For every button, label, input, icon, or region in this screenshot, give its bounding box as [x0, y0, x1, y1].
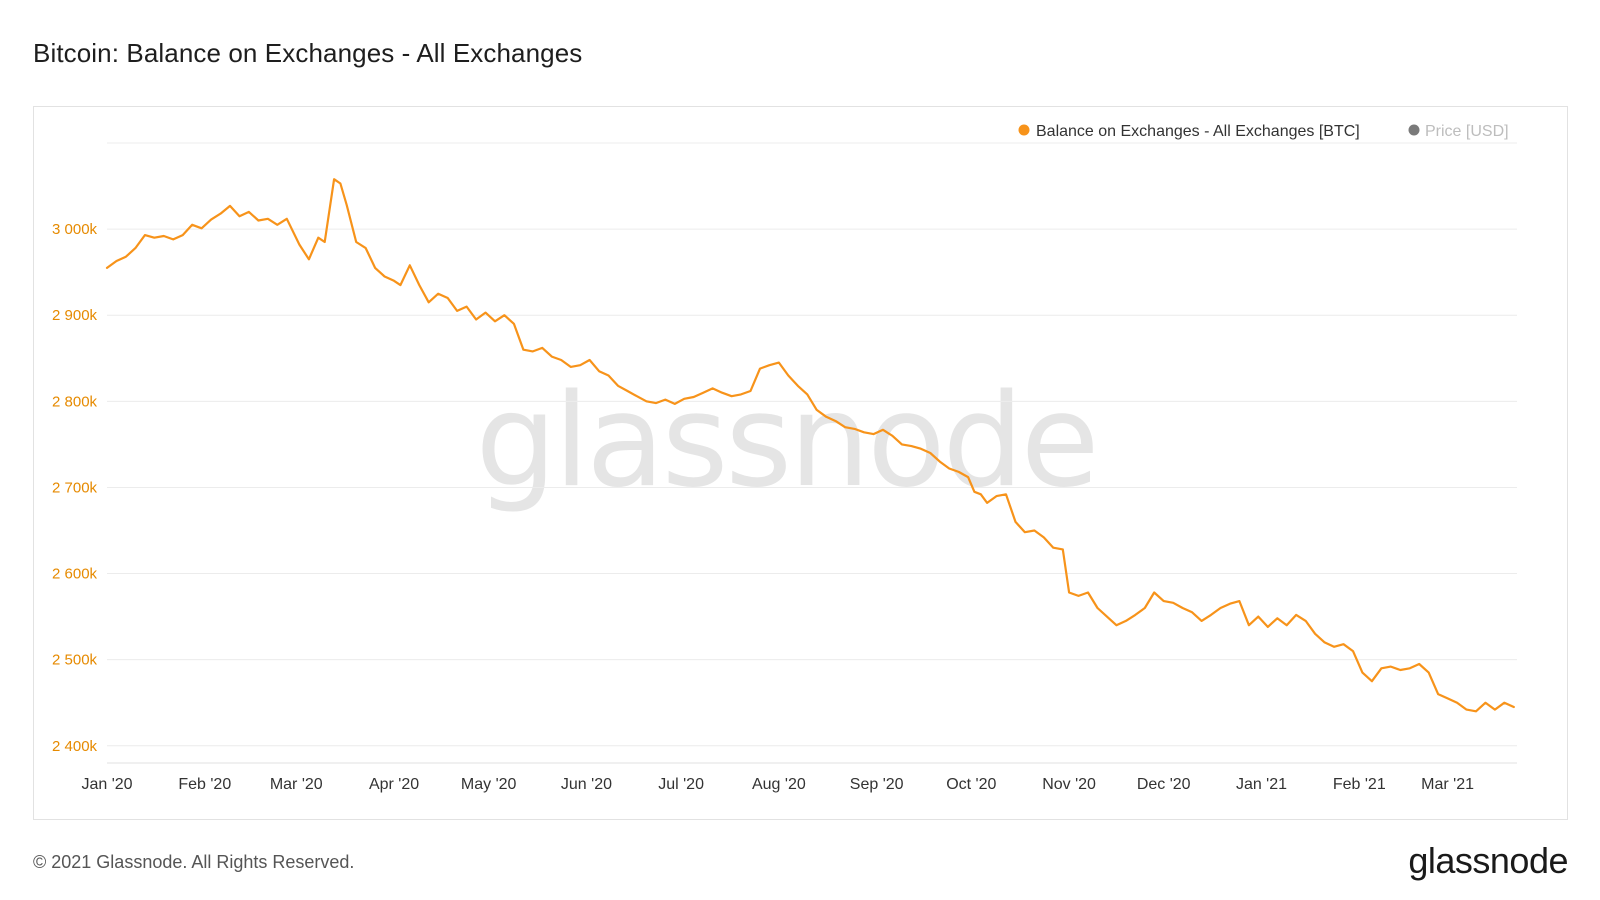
copyright-text: © 2021 Glassnode. All Rights Reserved. [33, 852, 355, 872]
legend-item-price[interactable]: Price [USD] [1408, 123, 1509, 140]
x-tick-label: Feb '21 [1333, 776, 1386, 793]
x-tick-label: Feb '20 [178, 776, 231, 793]
x-tick-label: Sep '20 [850, 776, 904, 793]
legend-item-balance[interactable]: Balance on Exchanges - All Exchanges [BT… [1018, 123, 1360, 140]
chart-container[interactable]: glassnode 2 400k 2 500k 2 600k 2 700k 2 800k… [33, 106, 1568, 820]
x-tick-label: Oct '20 [946, 776, 996, 793]
y-tick-label: 2 600k [52, 566, 98, 583]
x-tick-label: Mar '20 [270, 776, 323, 793]
x-tick-label: Jun '20 [561, 776, 612, 793]
glassnode-logo: glassnode [1408, 840, 1568, 881]
legend-label-price: Price [USD] [1425, 123, 1509, 140]
x-axis: Jan '20 Feb '20 Mar '20 Apr '20 May '20 Jun '… [81, 762, 1517, 793]
y-tick-label: 2 400k [52, 738, 98, 755]
legend-dot-balance [1018, 124, 1030, 136]
x-tick-label: Nov '20 [1042, 776, 1096, 793]
x-tick-label: Jul '20 [658, 776, 704, 793]
series-line-balance[interactable] [105, 178, 1515, 713]
x-tick-label: Jan '21 [1236, 776, 1287, 793]
legend[interactable]: Balance on Exchanges - All Exchanges [BT… [1018, 123, 1509, 140]
legend-label-balance: Balance on Exchanges - All Exchanges [BT… [1036, 123, 1360, 140]
x-tick-label: Aug '20 [752, 776, 806, 793]
line-chart[interactable]: glassnode 2 400k 2 500k 2 600k 2 700k 2 800k… [34, 107, 1567, 819]
x-tick-label: Dec '20 [1137, 776, 1191, 793]
y-tick-label: 2 800k [52, 393, 98, 410]
series-lines [105, 178, 1515, 713]
x-tick-label: Jan '20 [81, 776, 132, 793]
legend-dot-price [1408, 124, 1420, 136]
y-axis: 2 400k 2 500k 2 600k 2 700k 2 800k 2 900k 3 00… [52, 221, 98, 755]
y-tick-label: 2 500k [52, 652, 98, 669]
chart-title: Bitcoin: Balance on Exchanges - All Exch… [33, 38, 583, 68]
x-tick-label: Apr '20 [369, 776, 419, 793]
watermark-text: glassnode [475, 367, 1096, 516]
watermark: glassnode [475, 367, 1099, 516]
y-tick-label: 2 900k [52, 307, 98, 324]
x-tick-label: Mar '21 [1421, 776, 1474, 793]
y-tick-label: 2 700k [52, 479, 98, 496]
x-tick-label: May '20 [461, 776, 517, 793]
y-tick-label: 3 000k [52, 221, 98, 238]
